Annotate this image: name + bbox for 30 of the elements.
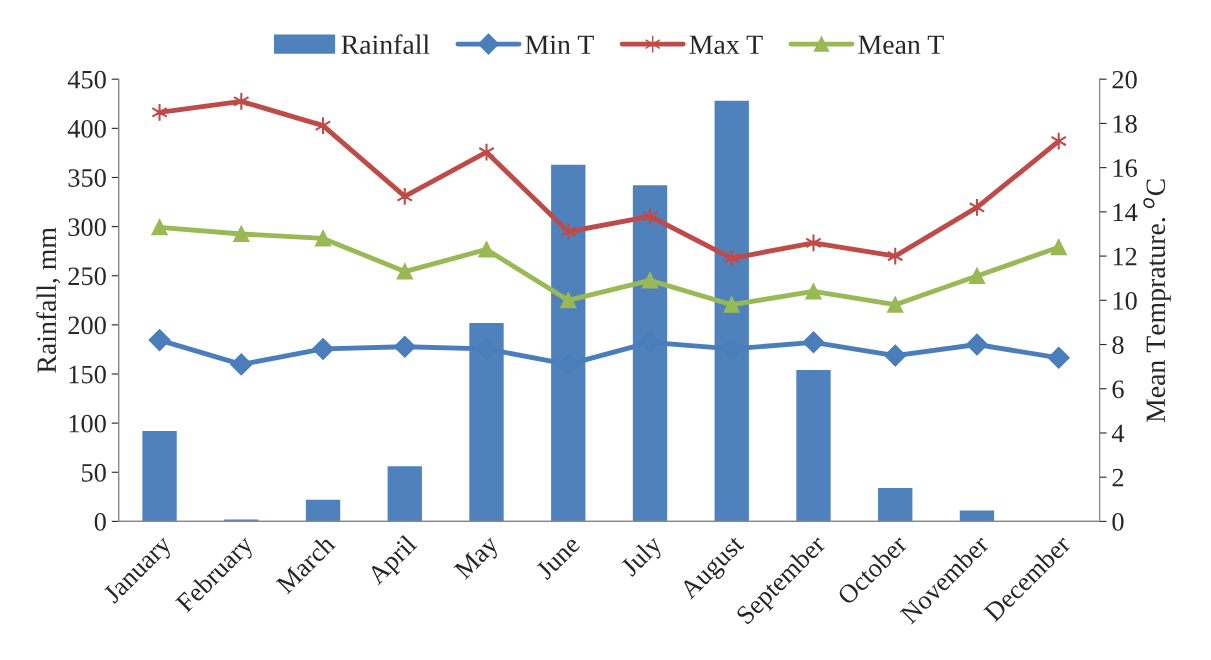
x-tick-label: May [453,533,504,584]
x-tick-label: July [619,533,667,581]
y2-tick-label: 6 [1112,380,1124,399]
y2-tick-label: 12 [1113,247,1137,266]
y2-tick-label: 16 [1113,159,1137,178]
y-tick-label: 250 [68,267,106,286]
y-tick-label: 200 [68,316,106,335]
y-tick-label: 450 [67,70,106,89]
legend-label: Mean T [858,35,944,55]
y-tick-label: 100 [69,414,106,433]
y-tick-label: 0 [94,513,106,531]
legend-label: Max T [689,35,763,55]
y-tick-label: 150 [69,365,106,384]
y2-tick-label: 18 [1113,115,1137,133]
y2-tick-label: 0 [1112,513,1124,531]
y2-tick-label: 10 [1113,291,1137,310]
y2-tick-label: 8 [1112,336,1124,354]
y2-axis-title: Mean Temprature. $^{o}$C [1143,179,1171,423]
y2-tick-label: 2 [1112,468,1124,487]
y2-tick-label: 4 [1111,424,1125,443]
x-tick-label: June [535,534,581,581]
legend-label: Rainfall [341,34,430,55]
y-axis-title: Rainfall, mm [36,227,61,373]
y-tick-label: 400 [67,119,106,138]
y-tick-label: 350 [68,169,106,187]
y-tick-label: 300 [68,218,106,237]
legend-label: Min T [525,35,594,54]
y2-tick-label: 20 [1112,70,1137,89]
y-tick-label: 50 [82,463,106,482]
y2-tick-label: 14 [1113,203,1138,222]
